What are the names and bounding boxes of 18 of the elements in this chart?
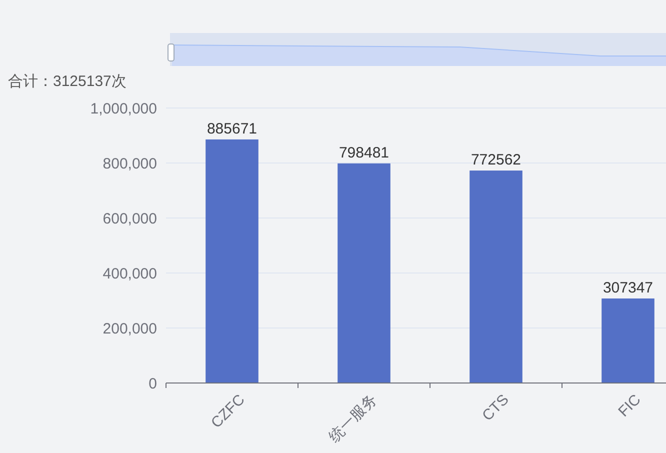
x-tick-label: 统一服务 — [326, 391, 380, 446]
data-label: 307347 — [602, 279, 654, 296]
bar — [338, 163, 390, 383]
y-tick-label: 400,000 — [102, 265, 157, 282]
data-label: 885671 — [206, 120, 258, 138]
bar — [206, 139, 258, 383]
y-tick-label: 1,000,000 — [90, 100, 157, 118]
data-label: 772562 — [470, 152, 522, 169]
chart-title: 合计：3125137次 — [8, 73, 126, 90]
x-tick-label: FIC — [615, 391, 644, 420]
x-tick-label: CTS — [479, 391, 512, 424]
bar — [470, 170, 522, 383]
y-tick-label: 200,000 — [102, 320, 157, 338]
y-tick-label: 0 — [148, 375, 157, 392]
y-tick-label: 600,000 — [102, 210, 157, 228]
bar — [602, 298, 654, 383]
data-label: 798481 — [338, 144, 390, 162]
y-tick-label: 800,000 — [102, 155, 157, 172]
